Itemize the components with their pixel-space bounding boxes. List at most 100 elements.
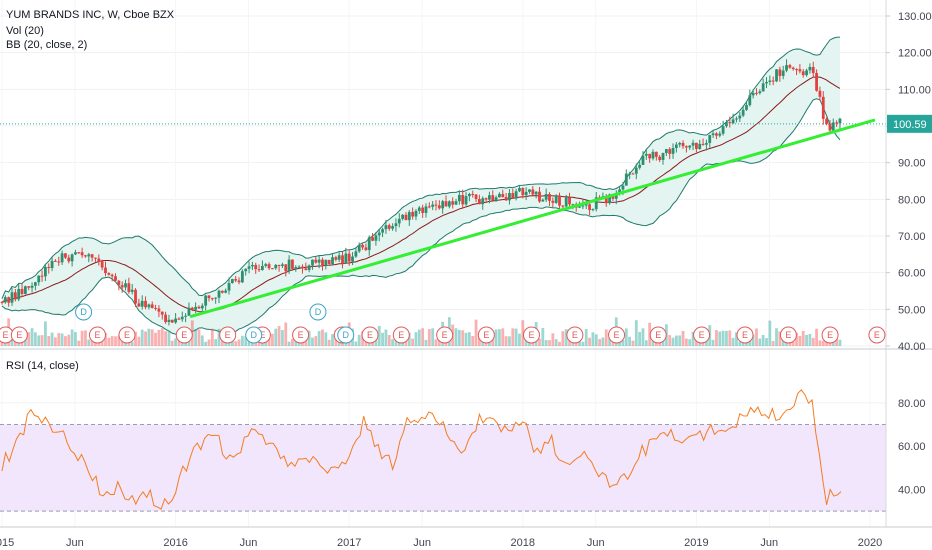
- candle-body: [220, 290, 224, 293]
- volume-bar: [491, 336, 495, 346]
- volume-bar: [815, 328, 818, 346]
- candle-body: [461, 195, 465, 205]
- volume-bar: [454, 328, 458, 346]
- candle-body: [331, 257, 334, 264]
- candle-body: [80, 252, 84, 256]
- volume-bar: [674, 335, 678, 346]
- candle-body: [291, 259, 294, 269]
- candle-body: [114, 276, 117, 281]
- time-tick-label: Jun: [587, 537, 605, 549]
- candle-body: [110, 274, 114, 277]
- candle-body: [688, 145, 692, 148]
- candle-body: [825, 118, 828, 124]
- candle-body: [337, 255, 341, 260]
- dividend-marker: D: [315, 307, 322, 317]
- candle-body: [47, 266, 51, 269]
- earnings-marker-circle: [292, 326, 310, 344]
- volume-bar: [70, 329, 74, 346]
- price-tick-label: 130.00: [898, 11, 932, 23]
- chart-title: YUM BRANDS INC, W, Cboe BZX: [6, 9, 175, 21]
- volume-bar: [705, 338, 708, 346]
- candle-body: [671, 148, 675, 154]
- candle-body: [664, 149, 668, 153]
- earnings-marker-circle: [10, 326, 28, 344]
- volume-bar: [57, 333, 61, 346]
- rsi-indicator-label[interactable]: RSI (14, close): [6, 360, 79, 372]
- last-price-label: 100.59: [893, 119, 927, 131]
- trendline[interactable]: [189, 118, 876, 319]
- candle-body: [324, 259, 328, 266]
- candle-body: [621, 185, 625, 190]
- volume-bar: [811, 337, 815, 346]
- earnings-marker: E: [699, 330, 705, 340]
- candle-body: [240, 271, 244, 283]
- volume-bar: [761, 334, 765, 346]
- rsi-band: [0, 424, 886, 512]
- volume-bar: [237, 339, 241, 346]
- candle-body: [614, 194, 618, 199]
- candle-body: [274, 264, 278, 269]
- volume-bar: [748, 340, 752, 346]
- candle-body: [801, 71, 805, 76]
- volume-bar: [117, 335, 121, 346]
- candle-body: [471, 193, 475, 195]
- candle-body: [214, 297, 218, 299]
- volume-bar: [521, 320, 525, 346]
- candle-body: [821, 96, 825, 119]
- candle-body: [354, 251, 358, 257]
- earnings-marker: E: [225, 330, 231, 340]
- dividend-marker-circle: [309, 303, 327, 321]
- candle-body: [745, 105, 748, 110]
- volume-bar: [464, 332, 468, 346]
- volume-bar: [504, 336, 508, 346]
- volume-bar: [67, 334, 71, 346]
- candle-body: [427, 206, 431, 208]
- volume-indicator-label[interactable]: Vol (20): [6, 25, 44, 37]
- candle-body: [538, 191, 541, 202]
- candle-body: [491, 195, 495, 201]
- volume-bar: [77, 340, 81, 346]
- candle-body: [301, 266, 304, 269]
- volume-bar: [307, 330, 311, 346]
- earnings-marker: E: [827, 330, 833, 340]
- volume-bar: [581, 341, 585, 346]
- volume-bar: [200, 335, 204, 346]
- candle-body: [708, 135, 712, 143]
- candle-body: [661, 152, 665, 160]
- volume-bar: [541, 328, 545, 346]
- last-price-badge: [887, 114, 932, 133]
- volume-bar: [678, 335, 682, 346]
- candle-body: [33, 282, 37, 286]
- candle-body: [204, 295, 208, 306]
- candle-body: [431, 204, 435, 207]
- candle-body: [728, 122, 732, 124]
- bollinger-indicator-label[interactable]: BB (20, close, 2): [6, 39, 88, 51]
- candle-body: [371, 237, 374, 241]
- time-tick-label: 2017: [337, 537, 361, 549]
- price-tick-label: 90.00: [898, 158, 926, 170]
- candle-body: [534, 191, 538, 195]
- volume-bar: [421, 328, 425, 346]
- candle-body: [367, 237, 371, 250]
- volume-bar: [234, 341, 238, 346]
- candle-body: [457, 195, 461, 202]
- candle-body: [140, 300, 144, 307]
- volume-bar: [314, 336, 318, 346]
- volume-bar: [551, 333, 555, 346]
- volume-bars: [0, 317, 842, 346]
- event-markers[interactable]: EEEEEEEEEEEEEEEEEEEEEEDDDD: [0, 303, 886, 344]
- volume-bar: [104, 333, 107, 346]
- time-tick-label: Jun: [240, 537, 258, 549]
- volume-bar: [598, 339, 601, 346]
- earnings-marker: E: [572, 330, 578, 340]
- candle-body: [44, 266, 47, 277]
- volume-bar: [381, 332, 384, 346]
- candle-body: [531, 189, 535, 195]
- candle-body: [731, 119, 735, 124]
- candle-body: [187, 307, 191, 316]
- volume-bar: [44, 321, 47, 346]
- candle-body: [831, 122, 835, 131]
- volume-bar: [721, 330, 725, 346]
- earnings-marker-circle: [522, 326, 540, 344]
